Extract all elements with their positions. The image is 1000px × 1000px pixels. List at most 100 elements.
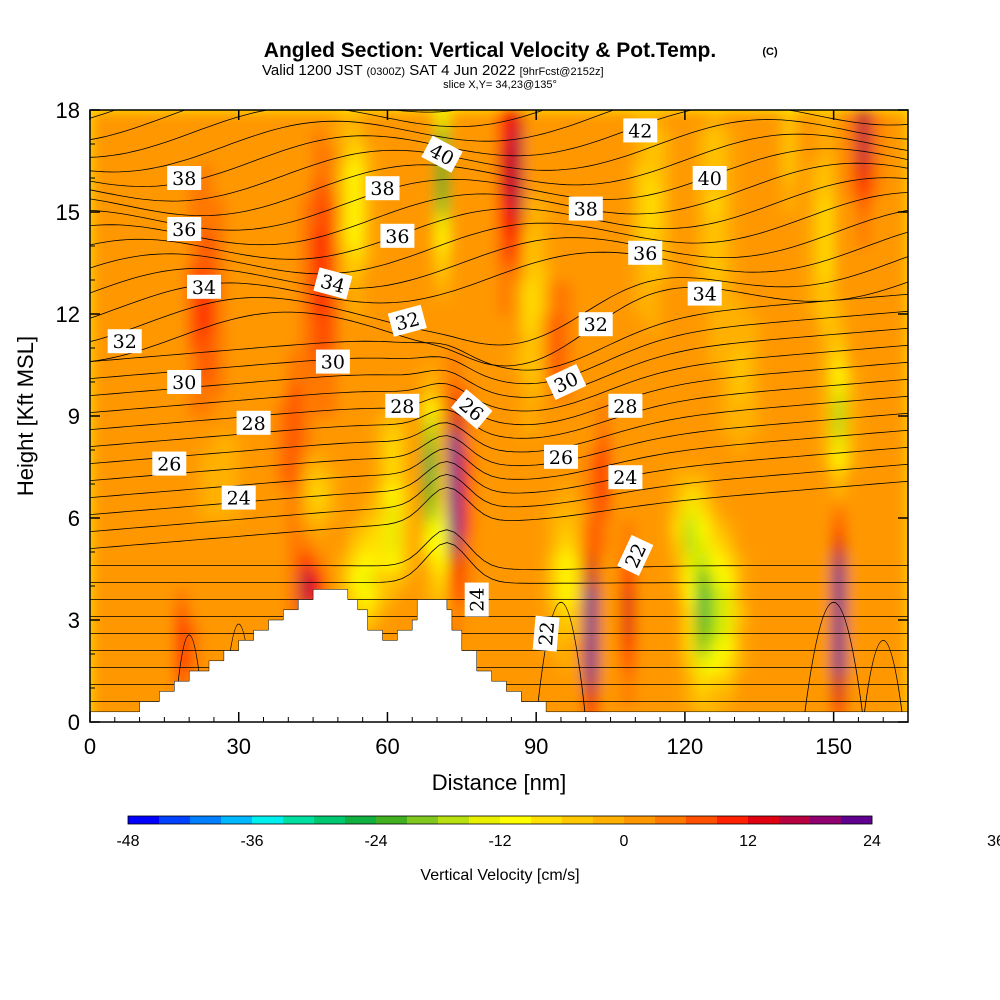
colorbar-swatch [252, 816, 284, 824]
theta-contour-label-text: 26 [157, 454, 181, 476]
theta-contour-label: 24 [608, 465, 643, 490]
colorbar-swatch [190, 816, 222, 824]
colorbar-tick-label: -48 [116, 833, 139, 850]
theta-contour-label: 30 [315, 349, 350, 374]
y-axis-label: Height [Kft MSL] [13, 336, 38, 496]
y-tick-label: 3 [68, 608, 80, 633]
colorbar-tick-label: 36 [987, 833, 1000, 850]
x-tick-label: 150 [815, 734, 852, 759]
theta-contour-label-text: 30 [321, 352, 345, 374]
theta-contour-label: 38 [365, 176, 400, 201]
theta-contour-label-text: 34 [192, 277, 216, 299]
theta-contour-label: 28 [385, 393, 420, 418]
y-tick-label: 6 [68, 506, 80, 531]
theta-contour-label-text: 42 [628, 120, 652, 142]
chart-title: Angled Section: Vertical Velocity & Pot.… [264, 39, 716, 62]
theta-contour-label-text: 38 [574, 199, 598, 221]
y-tick-label: 15 [56, 200, 80, 225]
theta-contour-label: 42 [623, 118, 658, 143]
theta-contour-label: 34 [187, 274, 221, 299]
colorbar-swatch [283, 816, 315, 824]
theta-contour-label-text: 38 [370, 178, 394, 200]
colorbar-swatch [686, 816, 718, 824]
theta-contour-label-text: 28 [613, 396, 637, 418]
theta-contour-label-text: 28 [242, 413, 266, 435]
theta-contour-label-text: 40 [698, 168, 722, 190]
colorbar-swatch [562, 816, 594, 824]
y-tick-label: 0 [68, 710, 80, 735]
colorbar-tick-label: -36 [240, 833, 263, 850]
theta-contour-label-text: 24 [613, 467, 637, 489]
theta-contour-label: 30 [167, 370, 202, 394]
theta-contour-label-text: 32 [113, 331, 137, 353]
theta-contour-label: 34 [687, 281, 722, 306]
theta-contour-label: 28 [236, 410, 271, 435]
theta-contour-label-text: 38 [172, 168, 196, 190]
theta-contour-label: 40 [421, 135, 463, 173]
colorbar-swatch [438, 816, 470, 824]
chart-title-units: (C) [762, 46, 778, 58]
colorbar-swatch [345, 816, 377, 824]
colorbar-swatch [841, 816, 873, 824]
theta-contour-label: 32 [107, 329, 142, 354]
terrain-profile [90, 589, 908, 722]
x-axis-ticks: 0 30 60 90 120 150 [84, 110, 884, 759]
theta-contour-label-text: 34 [693, 284, 717, 306]
vertical-velocity-field [90, 110, 908, 722]
colorbar-tick-label: 24 [863, 833, 881, 850]
colorbar-swatch [500, 816, 532, 824]
theta-contour-label: 38 [167, 166, 202, 190]
colorbar-swatch [221, 816, 253, 824]
theta-contour-label: 36 [628, 240, 663, 265]
colorbar-tick-label: -24 [364, 833, 387, 850]
colorbar-swatch [655, 816, 687, 824]
y-tick-label: 9 [68, 404, 80, 429]
y-tick-label: 18 [56, 98, 80, 123]
x-tick-label: 0 [84, 734, 96, 759]
theta-contour-label-text: 24 [467, 588, 489, 612]
chart-valid-line: Valid 1200 JST (0300Z) SAT 4 Jun 2022 [9… [262, 62, 604, 79]
theta-contour-label-text: 36 [633, 243, 657, 265]
theta-contour-label-text: 30 [172, 372, 196, 394]
x-tick-label: 120 [667, 734, 704, 759]
plot-area: 38 36 34 32 30 28 26 24 40 38 36 34 32 30 28 26 42 40 38 36… [90, 110, 908, 722]
colorbar-tick-label: -12 [488, 833, 511, 850]
theta-contour-label: 28 [608, 393, 643, 418]
colorbar-swatch [810, 816, 842, 824]
colorbar-swatch [717, 816, 749, 824]
x-axis-label: Distance [nm] [432, 770, 567, 795]
theta-contour-label-text: 26 [549, 447, 573, 469]
theta-contour-label: 22 [532, 615, 560, 652]
colorbar-swatch [128, 816, 160, 824]
theta-contour-label: 40 [692, 166, 727, 190]
colorbar-swatch [159, 816, 191, 824]
theta-contour-label: 24 [221, 485, 256, 510]
colorbar-swatch [407, 816, 439, 824]
theta-contour-label-text: 32 [584, 314, 608, 336]
x-tick-label: 90 [524, 734, 548, 759]
colorbar-swatch [748, 816, 780, 824]
theta-contour-label: 34 [313, 267, 353, 300]
x-tick-label: 30 [226, 734, 250, 759]
x-tick-label: 60 [375, 734, 399, 759]
colorbar [127, 815, 873, 825]
theta-contour-label: 38 [568, 196, 603, 221]
theta-contour-label: 32 [578, 312, 613, 337]
theta-contour-label-text: 28 [390, 396, 414, 418]
colorbar-swatch [593, 816, 625, 824]
theta-contour-label: 26 [544, 444, 578, 469]
colorbar-swatch [469, 816, 501, 824]
chart-slice-line: slice X,Y= 34,23@135° [443, 79, 557, 91]
theta-contour-label-text: 24 [227, 488, 251, 510]
colorbar-swatch [531, 816, 563, 824]
y-tick-label: 12 [56, 302, 80, 327]
colorbar-label: Vertical Velocity [cm/s] [420, 867, 579, 884]
theta-contour-label-text: 36 [385, 226, 409, 248]
colorbar-swatch [314, 816, 346, 824]
colorbar-tick-label: 0 [620, 833, 629, 850]
theta-contour-label: 26 [152, 451, 187, 476]
colorbar-swatch [779, 816, 811, 824]
colorbar-tick-label: 12 [739, 833, 757, 850]
